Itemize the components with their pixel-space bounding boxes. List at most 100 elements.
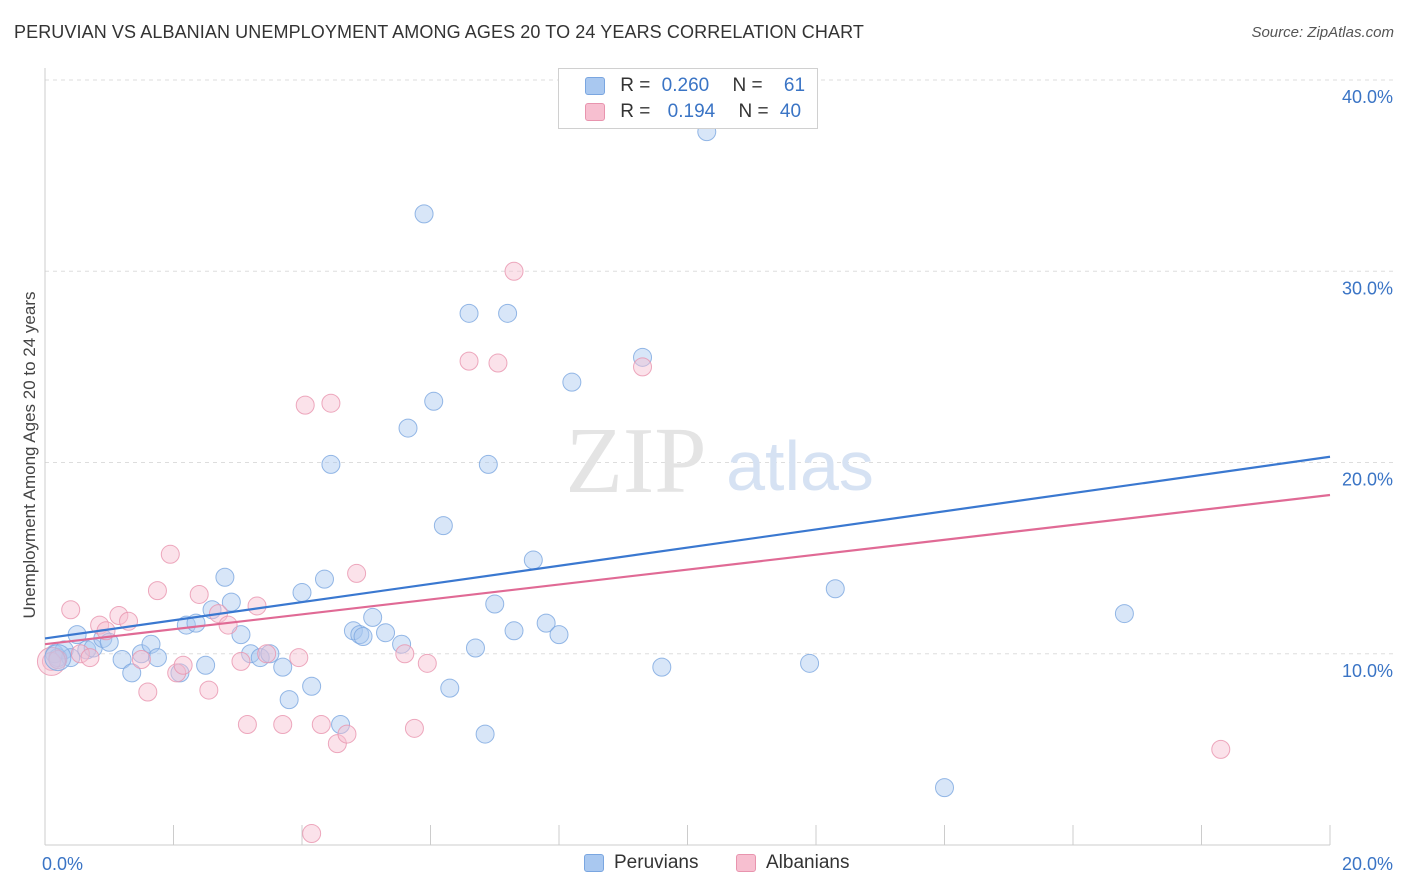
trend-lines bbox=[44, 455, 1331, 646]
y-tick-label: 30.0% bbox=[1342, 278, 1393, 298]
peruvian-point bbox=[147, 648, 167, 668]
peruvian-point bbox=[478, 454, 498, 474]
peruvian-point bbox=[440, 678, 460, 698]
peruvian-point bbox=[633, 347, 653, 367]
chart-title: PERUVIAN VS ALBANIAN UNEMPLOYMENT AMONG … bbox=[14, 22, 864, 42]
albanian-point bbox=[218, 615, 238, 635]
peruvian-point bbox=[652, 657, 672, 677]
n-label: N = bbox=[732, 75, 763, 96]
albanians-legend-label: Albanians bbox=[766, 852, 850, 873]
albanian-point bbox=[257, 644, 277, 664]
albanian-point bbox=[327, 734, 347, 754]
y-tick-label: 40.0% bbox=[1342, 87, 1393, 107]
peruvians-legend-swatch bbox=[584, 853, 604, 872]
peruvian-point bbox=[122, 663, 142, 683]
albanian-point bbox=[337, 724, 357, 744]
peruvian-point bbox=[523, 550, 543, 570]
peruvian-point bbox=[350, 625, 370, 645]
peruvian-point bbox=[112, 649, 132, 669]
albanian-point bbox=[160, 544, 180, 564]
watermark-atlas: atlas bbox=[726, 427, 874, 505]
peruvian-point bbox=[176, 615, 196, 635]
peruvian-point bbox=[376, 623, 396, 643]
peruvian-point bbox=[131, 644, 151, 664]
legend-row-albanians: R = 0.194 N = 40 bbox=[585, 101, 801, 125]
albanian-point bbox=[321, 393, 341, 413]
albanian-point bbox=[504, 261, 524, 281]
albanian-point bbox=[459, 351, 479, 371]
albanian-point bbox=[167, 663, 187, 683]
peruvian-point bbox=[465, 638, 485, 658]
peruvians-swatch bbox=[585, 76, 605, 95]
albanian-point bbox=[147, 581, 167, 601]
albanian-point bbox=[395, 644, 415, 664]
axes bbox=[44, 68, 1331, 846]
x-tick-label: 20.0% bbox=[1342, 854, 1393, 874]
peruvian-point bbox=[475, 724, 495, 744]
albanian-point bbox=[231, 651, 251, 671]
albanian-point bbox=[1211, 739, 1231, 759]
r-value: 0.260 bbox=[661, 75, 710, 96]
peruvian-point bbox=[825, 579, 845, 599]
y-tick-label: 20.0% bbox=[1342, 470, 1393, 490]
r-label: R = bbox=[620, 75, 651, 96]
data-points bbox=[36, 122, 1231, 844]
peruvian-point bbox=[196, 655, 216, 675]
tick-labels: 10.0% 20.0% 30.0% 40.0% 0.0% 20.0% bbox=[42, 87, 1393, 874]
peruvian-point bbox=[1114, 604, 1134, 624]
albanian-point bbox=[302, 824, 322, 844]
n-value: 40 bbox=[779, 101, 802, 122]
peruvian-point bbox=[215, 567, 235, 587]
peruvian-point bbox=[331, 715, 351, 735]
stats-legend: R = 0.260 N = 61 R = 0.194 N = 40 bbox=[558, 68, 818, 129]
r-value: 0.194 bbox=[667, 101, 716, 122]
albanian-cluster-point bbox=[36, 646, 66, 676]
peruvian-point bbox=[459, 303, 479, 323]
albanians-trend-line bbox=[44, 493, 1331, 646]
albanian-point bbox=[347, 563, 367, 583]
peruvian-point bbox=[800, 653, 820, 673]
albanian-point bbox=[80, 648, 100, 668]
albanian-point bbox=[189, 584, 209, 604]
albanian-point bbox=[61, 600, 81, 620]
legend-item-albanians: Albanians bbox=[736, 852, 849, 874]
peruvian-point bbox=[536, 613, 556, 633]
r-label: R = bbox=[620, 101, 651, 122]
x-tick-label: 0.0% bbox=[42, 854, 83, 874]
peruvian-point bbox=[231, 625, 251, 645]
albanian-point bbox=[417, 653, 437, 673]
peruvian-point bbox=[302, 676, 322, 696]
albanian-point bbox=[289, 648, 309, 668]
albanian-point bbox=[633, 357, 653, 377]
albanian-point bbox=[173, 655, 193, 675]
legend-row-peruvians: R = 0.260 N = 61 bbox=[585, 75, 805, 99]
peruvian-point bbox=[398, 418, 418, 438]
peruvian-point bbox=[562, 372, 582, 392]
peruvian-point bbox=[321, 454, 341, 474]
peruvian-point bbox=[433, 516, 453, 536]
albanian-point bbox=[488, 353, 508, 373]
y-tick-label: 10.0% bbox=[1342, 661, 1393, 681]
n-value: 61 bbox=[783, 75, 806, 96]
legend-item-peruvians: Peruvians bbox=[584, 852, 699, 874]
albanian-point bbox=[199, 680, 219, 700]
watermark: ZIP atlas bbox=[566, 409, 874, 513]
peruvians-trend-line bbox=[44, 455, 1331, 640]
albanian-point bbox=[109, 606, 129, 625]
peruvian-point bbox=[549, 625, 569, 645]
peruvian-point bbox=[241, 644, 261, 664]
albanian-point bbox=[237, 715, 257, 735]
source-credit: Source: ZipAtlas.com bbox=[1251, 24, 1394, 41]
peruvian-point bbox=[498, 303, 518, 323]
watermark-zip: ZIP bbox=[566, 409, 707, 513]
peruvian-point bbox=[353, 627, 373, 647]
albanian-point bbox=[311, 715, 331, 735]
albanian-point bbox=[273, 715, 293, 735]
peruvian-point bbox=[414, 204, 434, 224]
peruvians-legend-label: Peruvians bbox=[614, 852, 699, 873]
albanian-point bbox=[295, 395, 315, 415]
albanians-swatch bbox=[585, 102, 605, 121]
peruvian-point bbox=[273, 657, 293, 677]
peruvian-point bbox=[485, 594, 505, 614]
